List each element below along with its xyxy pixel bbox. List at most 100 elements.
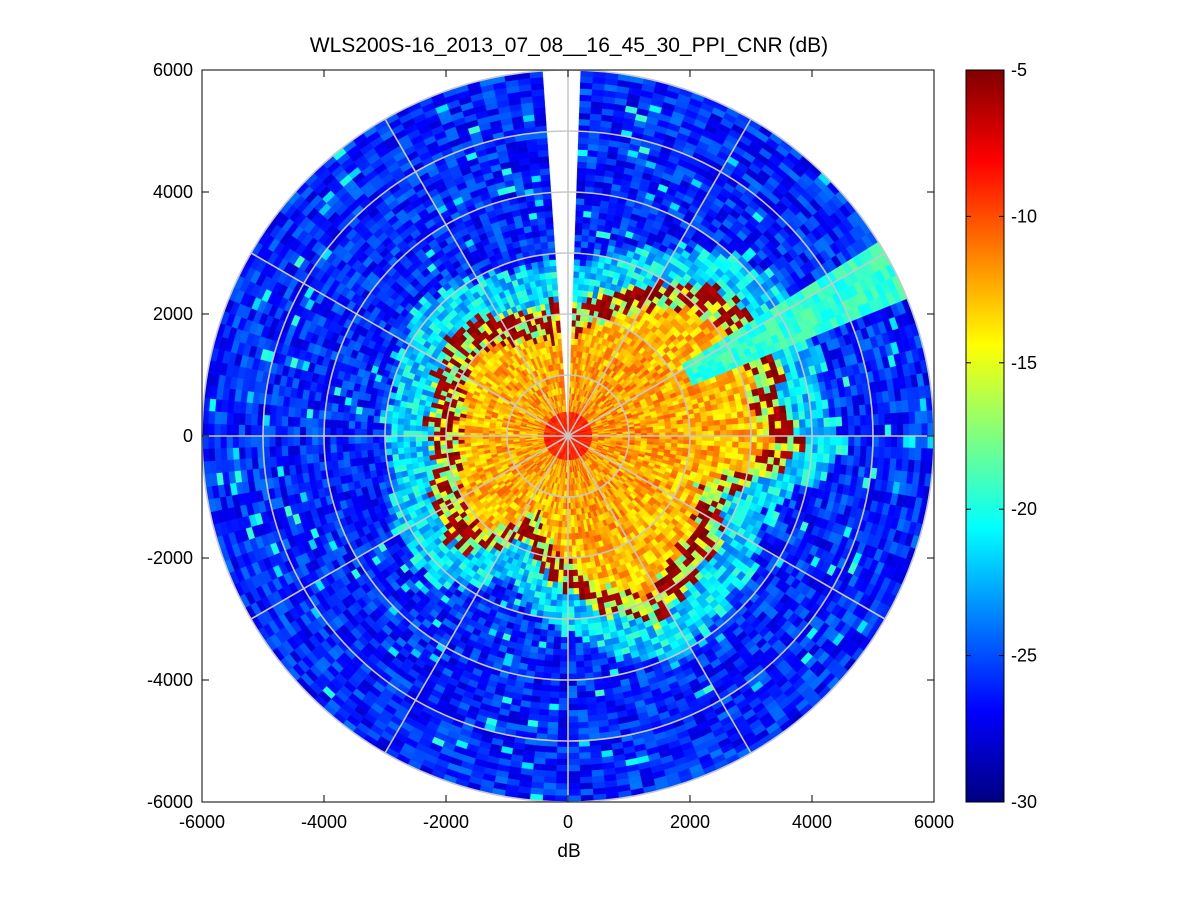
ppi-cell	[731, 417, 739, 425]
ppi-cell	[841, 445, 849, 456]
ppi-cell	[574, 240, 582, 248]
ppi-cell	[578, 118, 591, 126]
ppi-cell	[578, 271, 586, 279]
ppi-cell	[677, 439, 685, 445]
ppi-cell	[735, 405, 744, 413]
ppi-cell	[579, 100, 592, 108]
ppi-cell	[738, 435, 746, 443]
ppi-cell	[858, 404, 867, 416]
ppi-cell	[665, 439, 672, 444]
ppi-cell	[725, 424, 733, 431]
ppi-cell	[737, 447, 745, 455]
ppi-cell	[799, 435, 807, 445]
ppi-cell	[915, 435, 923, 449]
ppi-cell	[725, 446, 733, 454]
ppi-cell	[634, 430, 642, 434]
ppi-cell	[659, 428, 666, 434]
ppi-cell	[858, 456, 867, 468]
ppi-cell	[822, 408, 830, 419]
ppi-cell	[670, 424, 678, 429]
ppi-cell	[707, 420, 715, 427]
ppi-cell	[781, 428, 788, 437]
ppi-cell	[573, 271, 580, 279]
ppi-cell	[805, 435, 813, 445]
ppi-cell	[792, 411, 800, 421]
ppi-cell	[841, 416, 849, 427]
ppi-cell	[591, 205, 601, 213]
ppi-cell	[719, 419, 727, 426]
ppi-heatmap-cells	[202, 70, 934, 802]
ppi-cell	[717, 408, 726, 416]
ppi-cell	[732, 423, 739, 431]
ppi-cell	[762, 428, 770, 437]
ppi-cell	[701, 425, 709, 432]
ppi-cell	[786, 412, 794, 421]
ppi-cell	[701, 445, 709, 451]
ppi-cell	[823, 426, 831, 437]
ppi-cell	[707, 440, 715, 447]
ppi-cell	[829, 444, 837, 455]
ppi-cell	[909, 423, 916, 437]
ppi-cell	[768, 421, 776, 430]
ppi-cell	[792, 443, 800, 453]
ppi-cell	[791, 459, 799, 469]
ppi-cell	[737, 417, 745, 425]
ppi-cell	[671, 439, 678, 444]
plot-area	[202, 70, 934, 802]
ppi-cell	[577, 295, 583, 303]
ppi-cell	[797, 402, 805, 412]
ppi-cell	[908, 447, 916, 461]
ppi-cell	[816, 453, 824, 464]
ppi-cell	[694, 417, 702, 423]
ppi-cell	[866, 435, 874, 447]
ppi-cell	[575, 204, 585, 212]
ppi-cell	[902, 447, 910, 461]
ppi-cell	[577, 155, 588, 163]
ppi-cell	[665, 428, 672, 433]
ppi-cell	[720, 430, 727, 437]
ppi-cell	[579, 94, 593, 102]
ppi-cell	[578, 112, 591, 120]
ppi-cell	[785, 458, 793, 468]
ppi-cell	[852, 455, 861, 467]
ppi-cell	[780, 450, 788, 460]
ppi-cell	[628, 431, 636, 435]
ppi-cell	[774, 413, 782, 422]
ppi-cell	[823, 417, 831, 428]
ppi-cell	[836, 426, 843, 437]
ppi-cell	[822, 453, 830, 464]
ppi-cell	[762, 435, 770, 444]
ppi-cell	[768, 435, 776, 444]
ppi-cell	[773, 457, 781, 466]
ppi-cell	[583, 278, 591, 286]
ppi-cell	[738, 429, 746, 437]
ppi-cell	[587, 241, 596, 249]
ppi-cell	[847, 415, 855, 427]
ppi-cell	[835, 416, 843, 427]
ppi-cell	[840, 454, 849, 466]
ppi-cell	[707, 425, 715, 432]
ppi-cell	[744, 435, 752, 443]
ppi-cell	[590, 107, 603, 115]
ppi-cell	[860, 425, 868, 437]
ppi-cell	[896, 447, 904, 460]
ppi-cell	[577, 289, 584, 297]
ppi-cell	[583, 198, 594, 206]
ppi-cell	[890, 447, 898, 460]
ppi-cell	[575, 222, 584, 230]
ppi-cell	[786, 451, 794, 460]
ppi-cell	[799, 443, 806, 453]
ppi-cell	[695, 421, 703, 428]
ppi-cell	[586, 161, 597, 170]
ppi-cell	[588, 235, 597, 243]
ppi-cell	[713, 445, 721, 453]
ppi-cell	[755, 415, 763, 424]
ppi-cell	[798, 451, 806, 462]
ppi-cell	[828, 454, 836, 465]
ppi-cell	[921, 423, 929, 437]
ppi-cell	[768, 428, 776, 437]
ppi-cell	[799, 419, 806, 429]
ppi-cell	[671, 428, 678, 433]
ppi-cell	[574, 228, 583, 236]
ppi-cell	[859, 414, 867, 426]
